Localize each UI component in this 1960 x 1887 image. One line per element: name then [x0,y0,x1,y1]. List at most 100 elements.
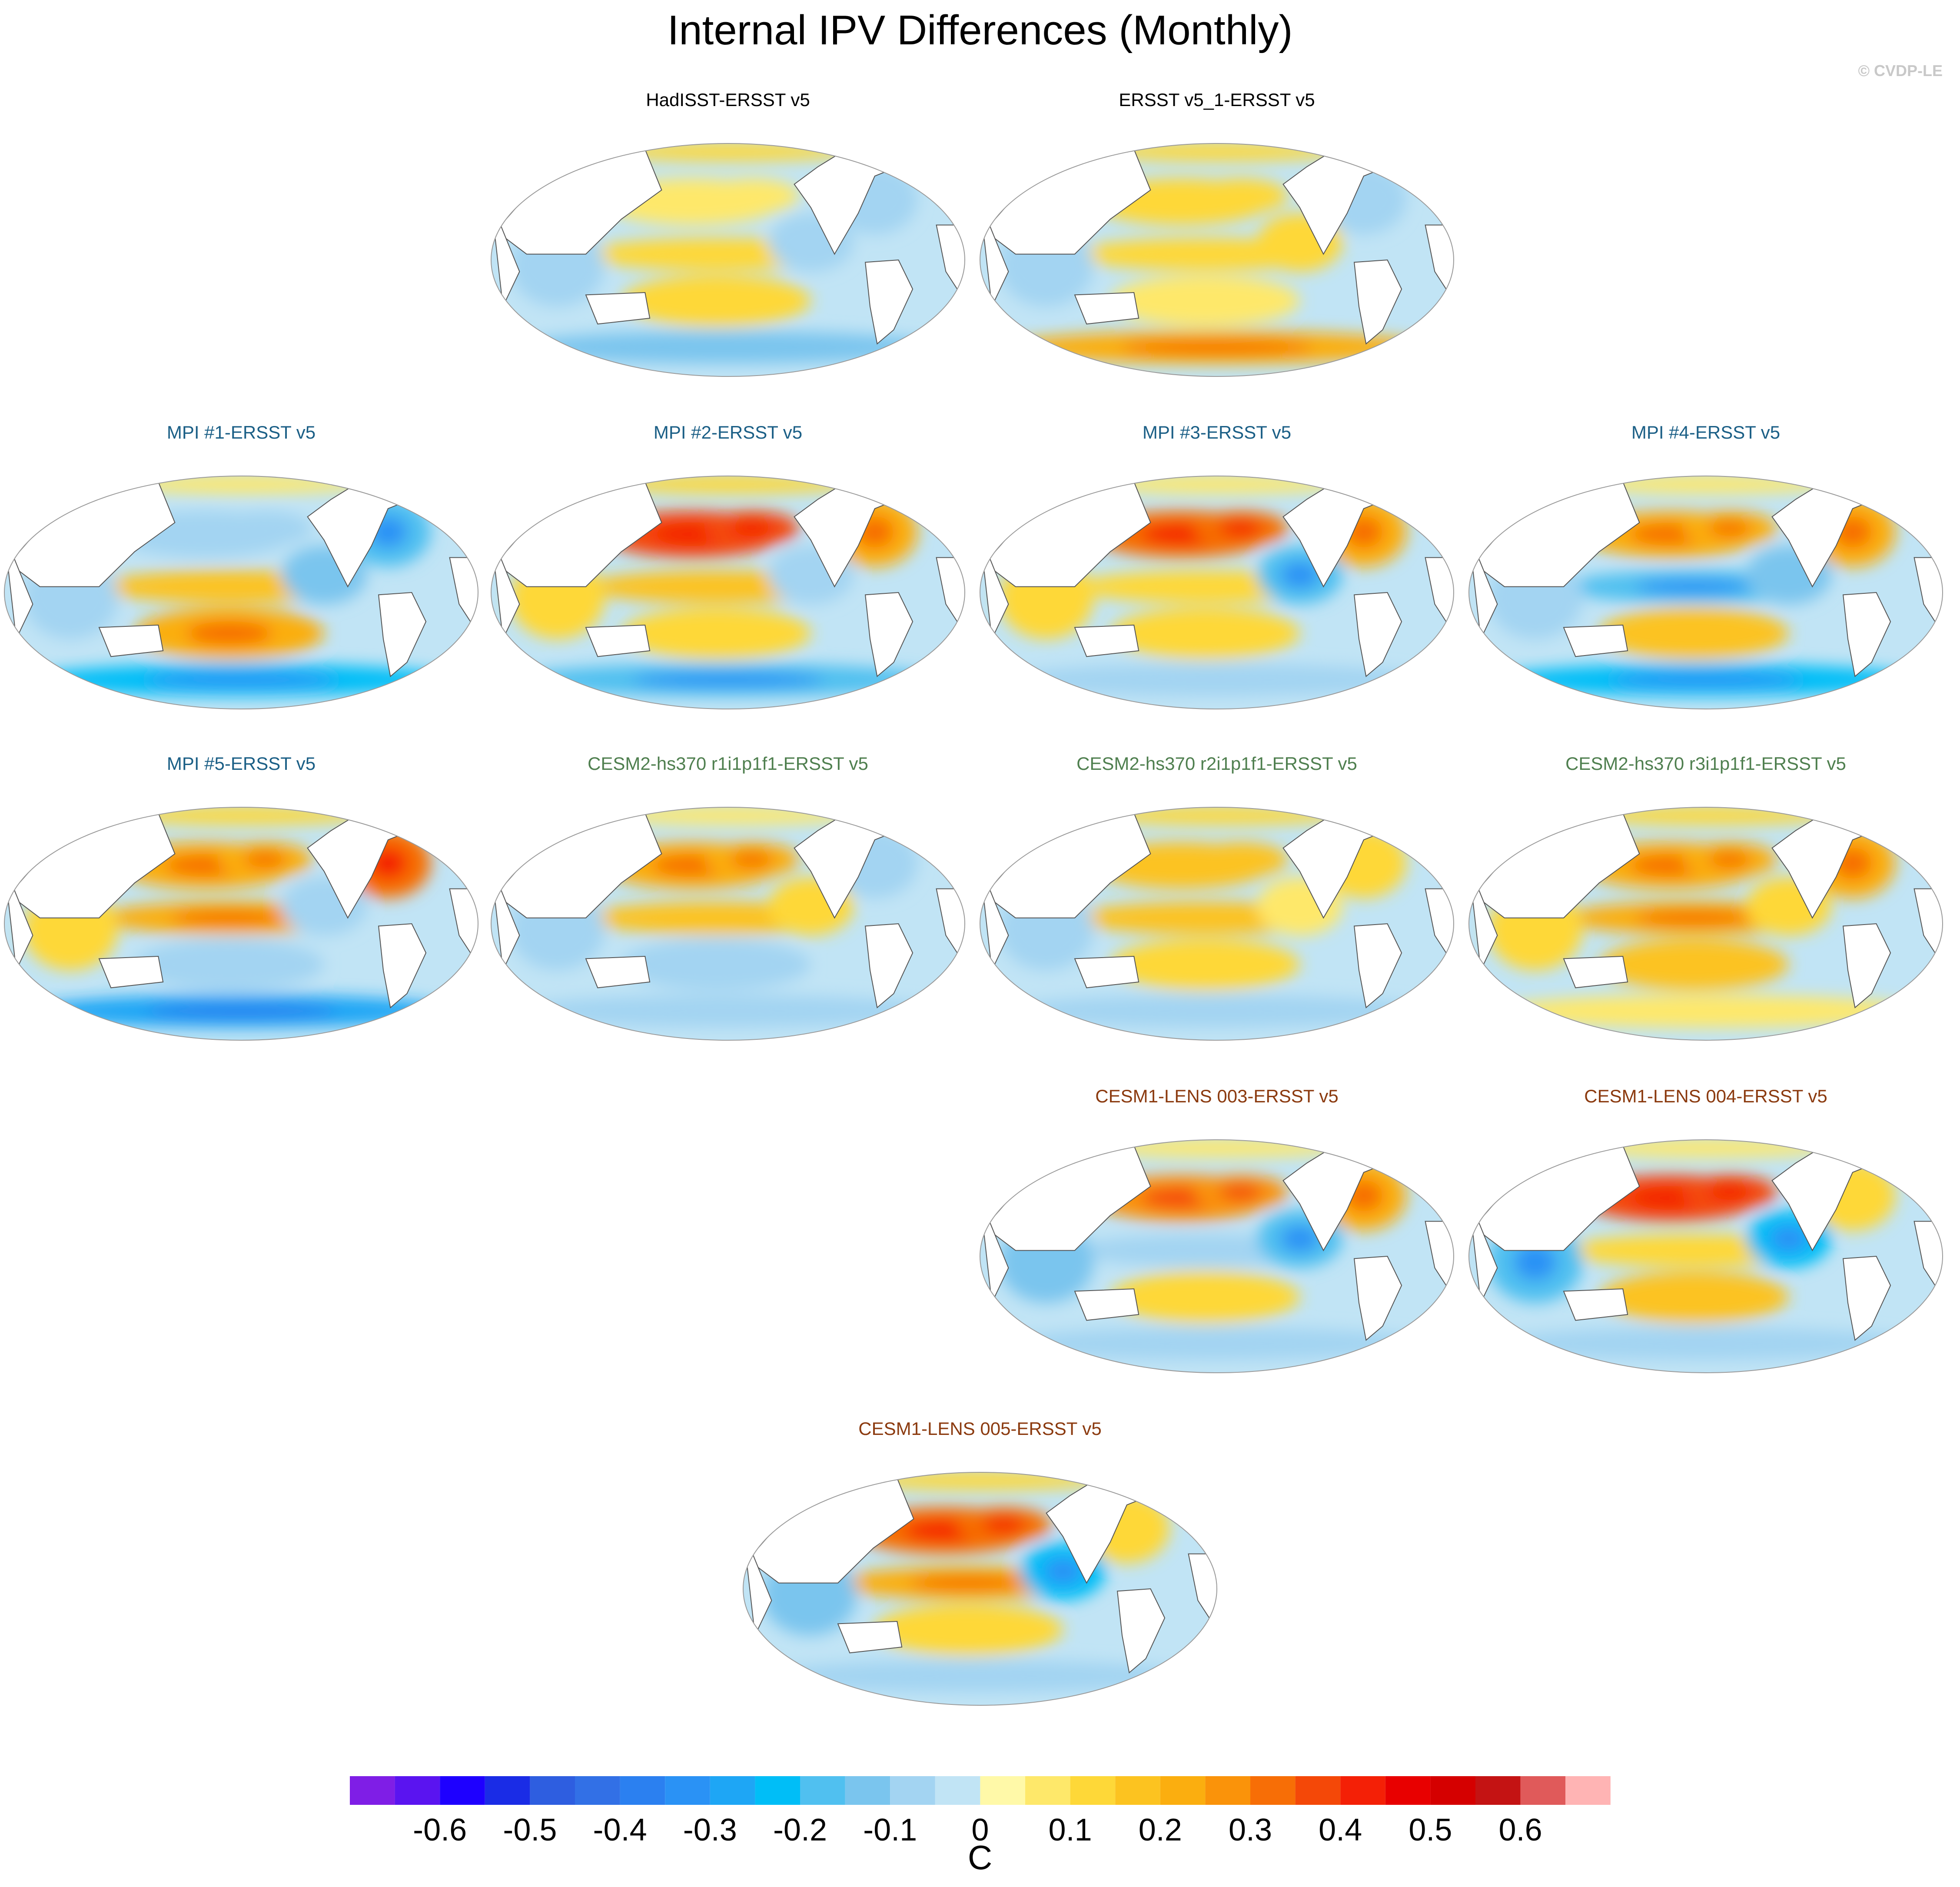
panel-title: CESM2-hs370 r1i1p1f1-ERSST v5 [588,753,868,774]
colorbar-swatch [530,1776,575,1805]
map-field [4,476,478,709]
map-panel-mpi-2: MPI #2-ERSST v5 [487,422,969,748]
anomaly-core-so-0 [1610,672,1802,687]
anomaly-sp-0 [621,939,811,990]
anomaly-core-npac-1 [243,852,286,868]
colorbar-tick-label: 0.5 [1409,1813,1452,1847]
map-ersst-v5-1 [980,143,1454,377]
colorbar-swatch [485,1776,530,1805]
panel-title: MPI #5-ERSST v5 [166,753,316,774]
colorbar-swatch [1160,1776,1206,1805]
panel-title: CESM1-LENS 005-ERSST v5 [858,1418,1102,1439]
map-outline [4,476,478,709]
panel-title: MPI #2-ERSST v5 [653,422,803,443]
colorbar-swatch [890,1776,935,1805]
panel-title: CESM2-hs370 r2i1p1f1-ERSST v5 [1076,753,1357,774]
map-panel-cesm2-r3: CESM2-hs370 r3i1p1f1-ERSST v5 [1465,753,1947,1079]
anomaly-so-0 [767,1660,1193,1693]
map-mpi-1 [4,476,478,709]
anomaly-core-so-0 [1121,340,1313,355]
colorbar-swatch [800,1776,845,1805]
anomaly-npac-1 [1193,842,1288,877]
anomaly-core-npac-1 [730,520,773,536]
anomaly-core-npac-1 [1219,1184,1262,1200]
colorbar-tick-label: -0.3 [683,1813,737,1847]
anomaly-core-trop-0 [1635,910,1753,925]
map-mpi-2 [491,476,965,709]
anomaly-npac-1 [217,511,312,546]
landmass-3 [1074,956,1139,988]
anomaly-so-0 [515,995,941,1028]
map-field [1469,807,1943,1040]
map-panel-cesm2-r2: CESM2-hs370 r2i1p1f1-ERSST v5 [976,753,1458,1079]
colorbar-tick-label: 0.6 [1499,1813,1542,1847]
colorbar-swatch [980,1776,1025,1805]
colorbar-tick-label: -0.6 [413,1813,467,1847]
colorbar-swatch [1295,1776,1341,1805]
landmass-1 [1842,923,1891,1008]
panel-title: MPI #4-ERSST v5 [1631,422,1781,443]
anomaly-sp-0 [1110,275,1300,326]
panel-title: ERSST v5_1-ERSST v5 [1119,90,1315,110]
map-mpi-3 [980,476,1454,709]
landmass-3 [837,1621,903,1654]
colorbar-swatch [1565,1776,1611,1805]
landmass-3 [98,625,164,657]
anomaly-core-epac-0 [1280,1225,1319,1252]
map-field [743,1472,1217,1705]
anomaly-core-epac-0 [1769,1225,1808,1252]
colorbar-swatch [350,1776,395,1805]
map-outline [491,476,965,709]
anomaly-sp-0 [873,1604,1063,1655]
colorbar-tick-label: -0.5 [503,1813,557,1847]
anomaly-core-trop-0 [909,1575,1027,1591]
landmass-1 [1842,592,1891,677]
colorbar-swatch [1430,1776,1475,1805]
panel-title: HadISST-ERSST v5 [646,90,810,110]
landmass-3 [1074,292,1139,325]
colorbar-swatch [395,1776,440,1805]
map-cesm1-005 [743,1472,1217,1706]
anomaly-core-npac-1 [1708,520,1751,536]
map-panel-mpi-3: MPI #3-ERSST v5 [976,422,1458,748]
map-panel-cesm1-005: CESM1-LENS 005-ERSST v5 [739,1418,1221,1744]
anomaly-core-npac-1 [1708,852,1751,868]
anomaly-core-sp-0 [186,622,272,645]
map-outline [491,143,965,377]
colorbar-swatch [1025,1776,1070,1805]
map-panel-cesm1-003: CESM1-LENS 003-ERSST v5 [976,1085,1458,1411]
landmass-1 [378,923,427,1008]
map-cesm2-r1 [491,807,965,1041]
colorbar-swatch [620,1776,665,1805]
landmass-3 [1563,1288,1628,1321]
map-field [980,476,1454,709]
anomaly-sp-0 [1110,939,1300,990]
colorbar-tick-label: 0.3 [1229,1813,1272,1847]
panel-title: CESM2-hs370 r3i1p1f1-ERSST v5 [1565,753,1846,774]
colorbar-swatch [575,1776,620,1805]
landmass-1 [1116,1588,1166,1674]
map-cesm1-004 [1468,1139,1943,1373]
anomaly-core-epac-0 [1043,1558,1082,1584]
map-outline [980,143,1454,377]
landmass-1 [1353,1255,1402,1341]
map-outline [980,1139,1454,1373]
map-cesm2-r3 [1468,807,1943,1041]
anomaly-core-epac-0 [1280,562,1319,588]
anomaly-so-0 [1003,995,1430,1028]
colorbar-swatch [1520,1776,1566,1805]
map-field [1469,1140,1943,1373]
map-field [491,143,965,376]
map-outline [1468,807,1943,1041]
colorbar-tick-label: -0.2 [773,1813,827,1847]
map-field [980,1140,1454,1373]
map-panel-cesm1-004: CESM1-LENS 004-ERSST v5 [1465,1085,1947,1411]
map-outline [980,807,1454,1041]
anomaly-npac-1 [1193,178,1288,213]
colorbar-swatch [440,1776,485,1805]
landmass-3 [585,292,651,325]
map-field [1469,476,1943,709]
colorbar-swatch [845,1776,890,1805]
landmass-1 [1353,923,1402,1008]
panel-title: MPI #1-ERSST v5 [166,422,316,443]
